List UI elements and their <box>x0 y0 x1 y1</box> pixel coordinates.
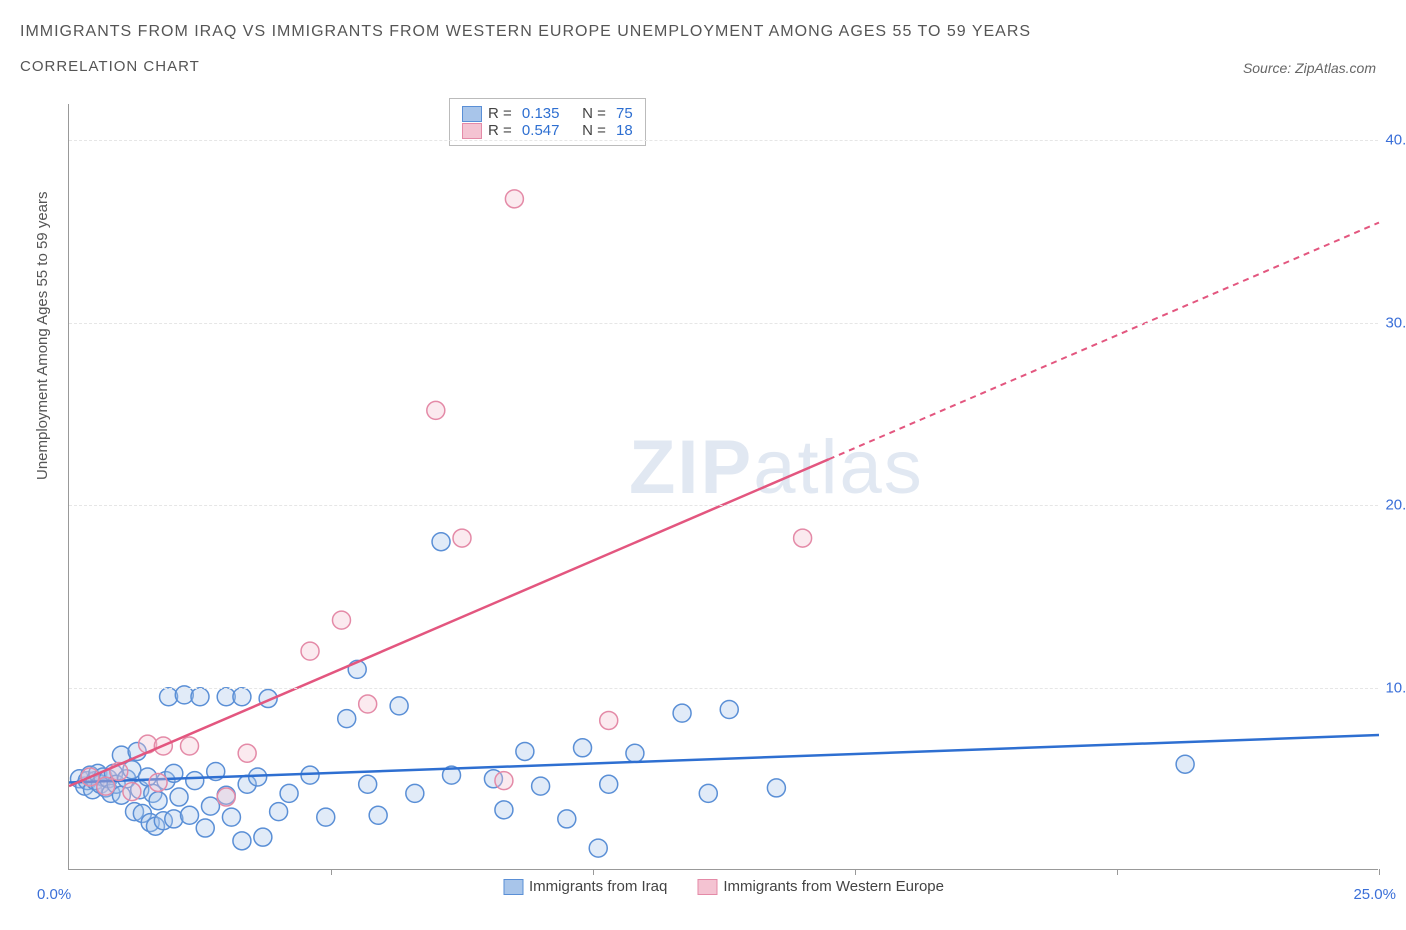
data-point-weur <box>181 737 199 755</box>
data-point-weur <box>97 777 115 795</box>
data-point-iraq <box>280 784 298 802</box>
gridline <box>69 505 1378 506</box>
trend-line-weur <box>69 459 829 786</box>
legend-swatch <box>503 879 523 895</box>
plot-svg <box>69 104 1378 869</box>
data-point-iraq <box>369 806 387 824</box>
title-line2: CORRELATION CHART <box>20 53 1031 80</box>
data-point-iraq <box>589 839 607 857</box>
data-point-iraq <box>254 828 272 846</box>
y-axis-label: Unemployment Among Ages 55 to 59 years <box>34 191 51 480</box>
data-point-iraq <box>516 742 534 760</box>
y-tick-label: 30.0% <box>1384 314 1406 331</box>
data-point-iraq <box>699 784 717 802</box>
stat-n-value: 75 <box>612 105 633 122</box>
data-point-iraq <box>191 688 209 706</box>
data-point-weur <box>238 744 256 762</box>
stat-r-value: 0.135 <box>518 105 568 122</box>
series-legend: Immigrants from Iraq Immigrants from West… <box>503 878 944 895</box>
data-point-iraq <box>767 779 785 797</box>
y-tick-label: 40.0% <box>1384 132 1406 149</box>
data-point-weur <box>794 529 812 547</box>
data-point-iraq <box>432 533 450 551</box>
x-tick <box>1117 869 1118 875</box>
stat-r-label: R = <box>488 122 512 139</box>
data-point-weur <box>495 772 513 790</box>
data-point-iraq <box>390 697 408 715</box>
data-point-iraq <box>574 739 592 757</box>
data-point-iraq <box>201 797 219 815</box>
data-point-weur <box>359 695 377 713</box>
data-point-iraq <box>558 810 576 828</box>
chart-plot-area: ZIPatlas R = 0.135 N = 75R = 0.547 N = 1… <box>68 104 1378 870</box>
legend-swatch <box>462 123 482 139</box>
stats-legend-box: R = 0.135 N = 75R = 0.547 N = 18 <box>449 98 646 146</box>
data-point-weur <box>427 401 445 419</box>
data-point-iraq <box>532 777 550 795</box>
data-point-iraq <box>170 788 188 806</box>
legend-swatch <box>462 106 482 122</box>
x-tick <box>1379 869 1380 875</box>
x-origin-label: 0.0% <box>37 886 71 903</box>
gridline <box>69 688 1378 689</box>
gridline <box>69 140 1378 141</box>
x-tick <box>593 869 594 875</box>
y-tick-label: 10.0% <box>1384 679 1406 696</box>
data-point-iraq <box>222 808 240 826</box>
title-line1: IMMIGRANTS FROM IRAQ VS IMMIGRANTS FROM … <box>20 18 1031 47</box>
y-tick-label: 20.0% <box>1384 497 1406 514</box>
data-point-weur <box>505 190 523 208</box>
data-point-iraq <box>720 701 738 719</box>
stat-n-label: N = <box>574 105 606 122</box>
stat-r-label: R = <box>488 105 512 122</box>
trend-line-dashed-weur <box>829 223 1379 460</box>
x-tick <box>331 869 332 875</box>
data-point-weur <box>600 711 618 729</box>
legend-label: Immigrants from Western Europe <box>723 878 944 895</box>
x-max-label: 25.0% <box>1353 886 1396 903</box>
data-point-iraq <box>317 808 335 826</box>
data-point-weur <box>217 788 235 806</box>
data-point-iraq <box>626 744 644 762</box>
data-point-iraq <box>149 792 167 810</box>
data-point-iraq <box>673 704 691 722</box>
stats-row: R = 0.547 N = 18 <box>462 122 633 139</box>
data-point-weur <box>123 783 141 801</box>
x-tick <box>855 869 856 875</box>
stat-n-label: N = <box>574 122 606 139</box>
gridline <box>69 323 1378 324</box>
data-point-iraq <box>165 810 183 828</box>
data-point-iraq <box>233 832 251 850</box>
legend-swatch <box>697 879 717 895</box>
chart-title: IMMIGRANTS FROM IRAQ VS IMMIGRANTS FROM … <box>20 18 1031 80</box>
data-point-iraq <box>359 775 377 793</box>
legend-label: Immigrants from Iraq <box>529 878 667 895</box>
data-point-iraq <box>495 801 513 819</box>
legend-item: Immigrants from Iraq <box>503 878 667 895</box>
data-point-weur <box>301 642 319 660</box>
stats-row: R = 0.135 N = 75 <box>462 105 633 122</box>
data-point-iraq <box>270 803 288 821</box>
data-point-iraq <box>233 688 251 706</box>
source-attribution: Source: ZipAtlas.com <box>1243 60 1376 76</box>
data-point-weur <box>149 773 167 791</box>
legend-item: Immigrants from Western Europe <box>697 878 944 895</box>
stat-r-value: 0.547 <box>518 122 568 139</box>
data-point-iraq <box>1176 755 1194 773</box>
data-point-weur <box>332 611 350 629</box>
data-point-iraq <box>186 772 204 790</box>
data-point-iraq <box>338 710 356 728</box>
data-point-iraq <box>406 784 424 802</box>
data-point-iraq <box>196 819 214 837</box>
data-point-iraq <box>600 775 618 793</box>
data-point-iraq <box>181 806 199 824</box>
stat-n-value: 18 <box>612 122 633 139</box>
data-point-weur <box>453 529 471 547</box>
